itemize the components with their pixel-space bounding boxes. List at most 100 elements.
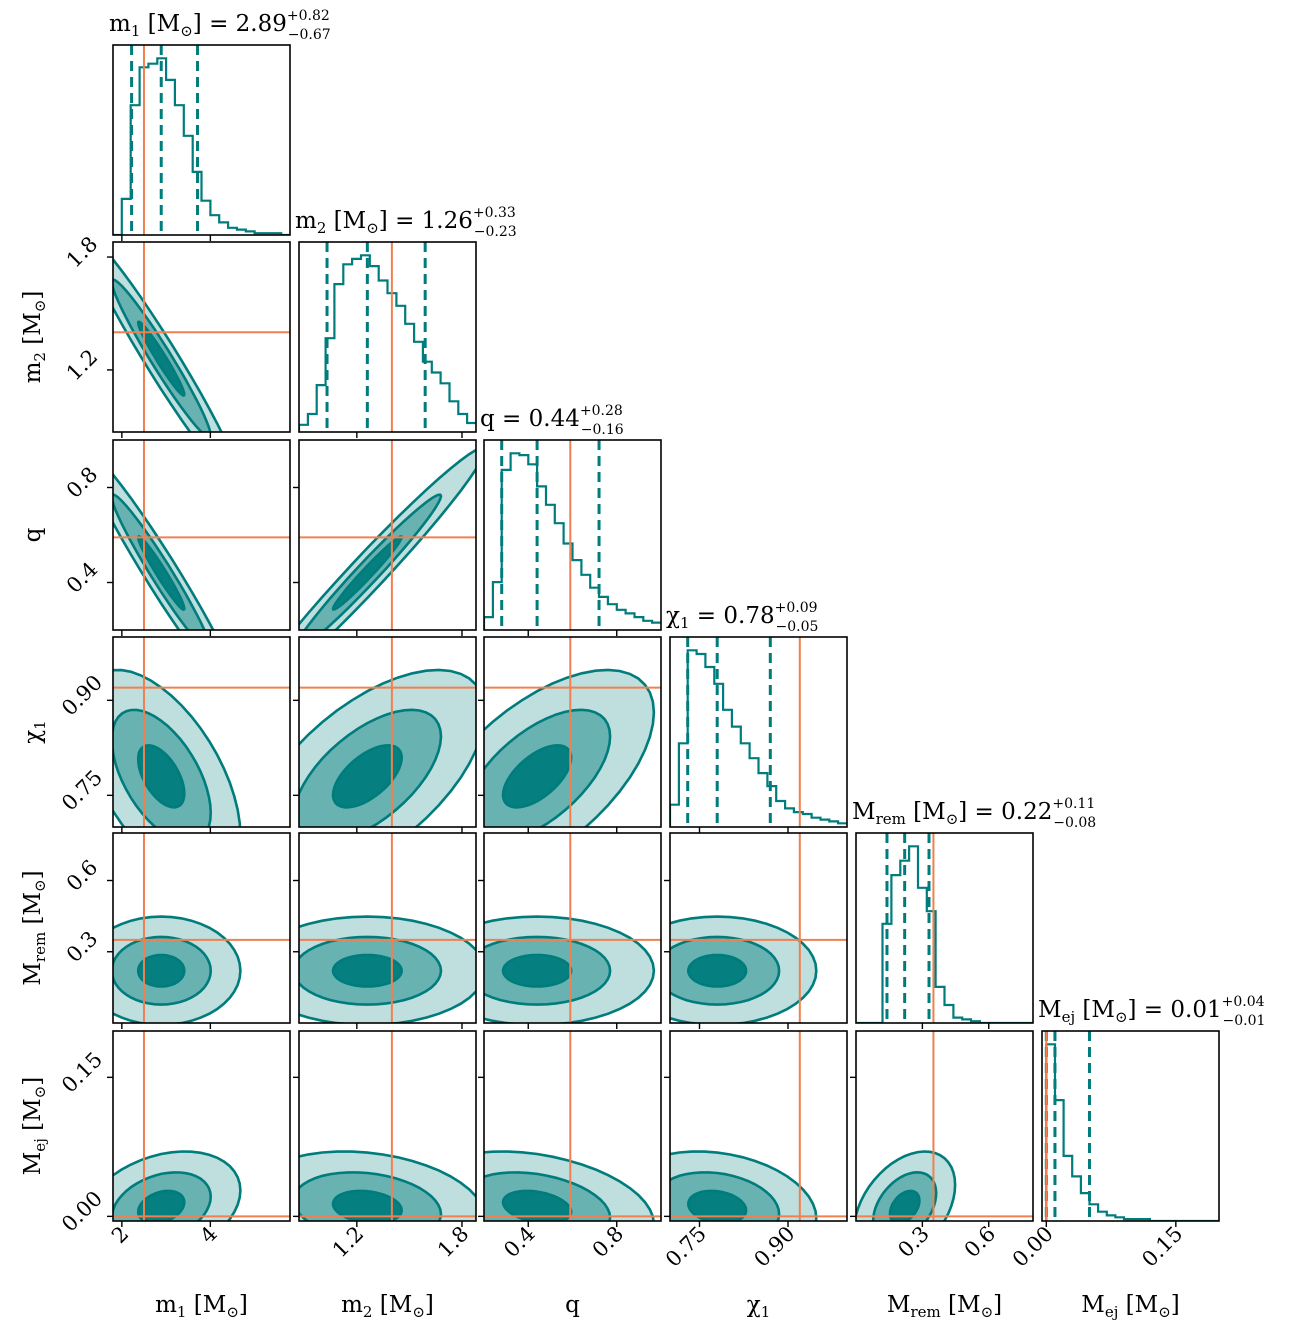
panel-chi1-vs-m2 <box>293 636 477 833</box>
histogram-mej <box>1045 1043 1219 1221</box>
panel-content <box>484 440 661 630</box>
panel-frame <box>112 832 291 1024</box>
panel-mrem-vs-mrem: Mrem [M⊙] = 0.22+0.11 −0.08 <box>852 796 1096 1029</box>
panel-content <box>670 833 847 1023</box>
panel-m1-vs-m1: m1 [M⊙] = 2.89+0.82 −0.67 <box>109 8 331 241</box>
y-axis-label-q: q <box>20 527 46 542</box>
title-unit: [M <box>326 208 366 234</box>
contour-level-2 <box>331 535 404 611</box>
panel-frame <box>855 832 1034 1024</box>
y-axis-label-text: Mej [M⊙] <box>20 1077 49 1176</box>
label-unit: [M <box>941 1292 981 1318</box>
label-unit-end: ] <box>239 1292 248 1318</box>
title-unit: [M <box>140 11 180 37</box>
x-axis-label-chi1: χ1 <box>747 1292 770 1321</box>
x-axis-label-text: m2 [M⊙] <box>341 1292 434 1321</box>
label-symbol: m <box>155 1292 177 1318</box>
title-median: 0.22 <box>1001 799 1052 825</box>
panel-chi1-vs-chi1: χ1 = 0.78+0.09 −0.05 <box>666 600 848 833</box>
panel-title-mrem: Mrem [M⊙] = 0.22+0.11 −0.08 <box>852 796 1096 831</box>
title-symbol: m <box>109 11 131 37</box>
panels: m1 [M⊙] = 2.89+0.82 −0.671.21.8m2 [M⊙] = … <box>20 8 1265 1321</box>
title-plus: +0.04 <box>1222 994 1265 1010</box>
label-unit: [M <box>186 1292 226 1318</box>
panel-content <box>484 1031 661 1221</box>
title-plus: +0.28 <box>580 403 623 419</box>
label-symbol: M <box>887 1292 911 1318</box>
panel-content <box>113 440 290 630</box>
label-unit: [M <box>20 312 46 352</box>
contour-level-2 <box>136 744 186 809</box>
label-subscript: 2 <box>31 352 49 362</box>
label-subscript: 1 <box>761 1303 771 1321</box>
panel-m2-vs-m2: m2 [M⊙] = 1.26+0.33 −0.23 <box>295 205 517 438</box>
label-unit-subscript: ⊙ <box>226 1303 239 1321</box>
panel-content <box>113 242 290 432</box>
label-unit-subscript: ⊙ <box>31 879 49 892</box>
label-unit-subscript: ⊙ <box>31 300 49 313</box>
panel-chi1-vs-q <box>478 636 662 833</box>
title-median: 0.78 <box>723 603 774 629</box>
panel-content <box>299 833 476 1023</box>
contour-level-2 <box>501 1189 573 1221</box>
label-unit-end: ] <box>993 1292 1002 1318</box>
panel-mej-vs-q: 0.4 0.8 <box>478 1030 662 1262</box>
panel-content <box>1044 1031 1219 1221</box>
panel-content <box>670 1031 847 1221</box>
y-axis-label-text: Mrem [M⊙] <box>20 870 49 985</box>
title-unit-end: ] = <box>958 799 1001 825</box>
panel-frame <box>483 832 662 1024</box>
label-unit: [M <box>1118 1292 1158 1318</box>
label-unit: [M <box>20 1098 46 1138</box>
title-plus: +0.09 <box>775 600 818 616</box>
y-axis-label-mrem: Mrem [M⊙] <box>20 870 49 985</box>
label-symbol: M <box>20 1152 46 1176</box>
title-median: 0.01 <box>1170 997 1221 1023</box>
histogram-q <box>484 452 661 630</box>
x-axis-label-text: q <box>565 1292 580 1318</box>
title-subscript: rem <box>876 810 906 828</box>
panel-frame <box>112 241 291 433</box>
panel-mrem-vs-chi1 <box>664 832 848 1029</box>
panel-content <box>856 1031 1033 1221</box>
label-unit-subscript: ⊙ <box>412 1303 425 1321</box>
panel-content <box>484 637 661 827</box>
label-unit-end: ] <box>425 1292 434 1318</box>
histogram-m1 <box>113 57 290 235</box>
panel-frame <box>669 1030 848 1222</box>
x-axis-label-text: m1 [M⊙] <box>155 1292 248 1321</box>
x-axis-label-mrem: Mrem [M⊙] <box>887 1292 1002 1321</box>
y-axis-label-chi1: χ1 <box>20 720 49 743</box>
label-unit-end: ] <box>20 1077 46 1086</box>
panel-frame <box>483 1030 662 1222</box>
label-symbol: M <box>20 962 46 986</box>
label-unit-subscript: ⊙ <box>981 1303 994 1321</box>
panel-title-m1: m1 [M⊙] = 2.89+0.82 −0.67 <box>109 8 331 43</box>
panel-frame <box>112 44 291 236</box>
label-symbol: m <box>20 361 46 383</box>
panel-content <box>113 833 290 1023</box>
title-minus: −0.67 <box>288 27 331 43</box>
title-minus: −0.08 <box>1053 815 1096 831</box>
y-axis-label-m2: m2 [M⊙] <box>20 291 49 384</box>
title-unit-subscript: ⊙ <box>946 810 959 828</box>
title-median: 1.26 <box>422 208 473 234</box>
title-symbol: M <box>852 799 876 825</box>
title-plus: +0.33 <box>473 205 516 221</box>
contour-level-0 <box>113 472 215 630</box>
title-unit: [M <box>906 799 946 825</box>
contour-level-2 <box>136 1189 186 1221</box>
panel-title-q: q = 0.44+0.28 −0.16 <box>480 403 624 438</box>
title-symbol: M <box>1038 997 1062 1023</box>
y-axis-label-text: q <box>20 527 46 542</box>
contour-level-2 <box>686 953 748 988</box>
label-subscript: rem <box>910 1303 940 1321</box>
title-unit-end: ] = <box>1128 997 1171 1023</box>
histogram-chi1 <box>670 649 847 827</box>
contour-level-2 <box>686 1189 748 1221</box>
label-unit-end: ] <box>20 291 46 300</box>
title-unit: [M <box>1075 997 1115 1023</box>
label-symbol: q <box>20 527 46 542</box>
label-subscript: rem <box>31 932 49 962</box>
